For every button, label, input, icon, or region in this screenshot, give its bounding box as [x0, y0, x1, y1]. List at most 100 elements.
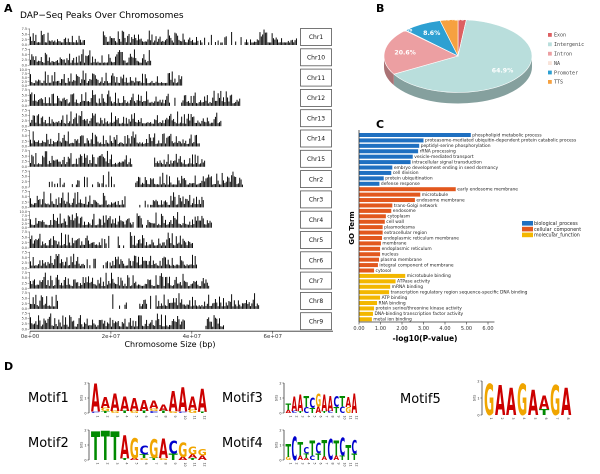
- go-bar: [359, 295, 381, 300]
- logo-position-number: 7: [324, 463, 328, 465]
- go-bar-label: proteasome-mediated ubiquitin-dependent …: [425, 138, 577, 144]
- go-bar-label: embryo development ending in seed dorman…: [394, 165, 499, 171]
- logo-letter-A: A: [178, 457, 188, 462]
- panel-d-label: D: [4, 360, 14, 373]
- go-bar-label: ATPase activity: [397, 279, 430, 285]
- logo-letter-C: C: [304, 446, 310, 457]
- logo-letter-A: A: [328, 391, 334, 416]
- motif4-label: Motif4: [222, 436, 263, 451]
- svg-text:2.5: 2.5: [22, 58, 27, 62]
- svg-text:5.0: 5.0: [22, 276, 27, 280]
- chromosome-track-Chr5: 7.5 5.02.50.0 Chr5: [22, 230, 332, 250]
- svg-text:7.5: 7.5: [22, 190, 27, 194]
- chromosome-track-Chr14: 7.55.02.5 0.0 Chr14: [22, 129, 332, 149]
- go-bar: [359, 214, 386, 219]
- logo-letter-T: T: [316, 453, 322, 464]
- pie-slice-side-Intergenic: [393, 56, 532, 104]
- logo-letter-T: T: [539, 408, 550, 417]
- svg-text:7.5: 7.5: [22, 271, 27, 275]
- go-bar: [359, 225, 383, 230]
- svg-text:5.0: 5.0: [22, 256, 27, 260]
- go-bar-label: rRNA processing: [420, 149, 456, 155]
- svg-text:2.5: 2.5: [22, 261, 27, 265]
- logo-letter-G: G: [169, 411, 178, 414]
- go-bar: [359, 306, 375, 311]
- logo-letter-T: T: [304, 393, 310, 410]
- svg-text:C: C: [91, 411, 100, 413]
- go-bar-label: intracellular signal transduction: [412, 159, 482, 165]
- logo-letter-G: G: [140, 458, 149, 461]
- facet-strip-label: Chr3: [309, 197, 323, 204]
- go-bar: [359, 273, 406, 278]
- go-bar: [359, 203, 393, 208]
- svg-text:T: T: [101, 411, 111, 414]
- svg-text:A: A: [130, 395, 139, 415]
- svg-text:G: G: [149, 408, 158, 412]
- panel-c-yaxis-title: GO Term: [348, 211, 356, 245]
- svg-text:T: T: [539, 408, 550, 417]
- logo-position-number: 8: [330, 416, 334, 418]
- facet-strip: [300, 28, 332, 46]
- logo-letter-A: A: [130, 395, 139, 415]
- logo-letter-G: G: [484, 375, 494, 426]
- svg-text:C: C: [310, 454, 316, 462]
- svg-text:G: G: [316, 391, 322, 411]
- chromosome-track-Chr10: 7.55.02.5 0.0 Chr10: [22, 48, 332, 68]
- svg-text:0.0: 0.0: [22, 185, 27, 189]
- chromosome-track-Chr4: 10.07.55.02.50.0 Chr4: [19, 210, 332, 230]
- go-legend-swatch: [522, 232, 533, 238]
- logo-position-number: 4: [306, 416, 310, 418]
- svg-text:7.5: 7.5: [22, 230, 27, 234]
- pie-slice-Intron: [383, 30, 459, 75]
- logo-position-number: 3: [115, 463, 119, 465]
- go-bar: [359, 133, 471, 137]
- logo-letter-G: G: [130, 434, 139, 466]
- go-bar-label: integral component of membrane: [379, 262, 454, 268]
- facet-strip: [300, 149, 332, 168]
- go-bar-label: cell division: [393, 170, 419, 176]
- logo-position-number: 1: [288, 416, 292, 418]
- go-term-bar-chart: phospholipid metabolic processproteasome…: [353, 130, 581, 332]
- svg-text:T: T: [310, 436, 316, 461]
- logo-letter-C: C: [328, 433, 334, 467]
- svg-text:C: C: [140, 444, 149, 458]
- svg-text:C: C: [334, 393, 340, 410]
- svg-text:0: 0: [279, 458, 281, 462]
- svg-text:T: T: [316, 453, 322, 464]
- logo-position-number: 7: [555, 418, 559, 420]
- logo-position-number: 5: [134, 463, 138, 465]
- svg-text:C: C: [292, 411, 298, 414]
- svg-text:A: A: [120, 392, 129, 415]
- go-bar-label: defense response: [381, 181, 420, 187]
- logo-letter-A: A: [140, 398, 150, 415]
- svg-text:10.0: 10.0: [19, 68, 27, 72]
- svg-text:0.0: 0.0: [22, 84, 27, 88]
- svg-text:C: C: [352, 438, 358, 459]
- logo-position-number: 1: [96, 463, 100, 465]
- logo-letter-T: T: [298, 440, 304, 461]
- logo-letter-A: A: [506, 381, 516, 424]
- svg-text:C: C: [169, 438, 178, 458]
- go-bar-label: DNA-binding transcription factor activit…: [374, 311, 463, 317]
- pie-legend-swatch: [548, 42, 552, 47]
- facet-strip-label: Chr11: [307, 75, 325, 82]
- logo-position-number: 9: [173, 416, 177, 418]
- go-bar-label: peptidyl-serine phosphorylation: [421, 143, 491, 149]
- motif3-label: Motif3: [222, 391, 263, 406]
- logo-letter-A: A: [120, 430, 129, 466]
- svg-text:5.0: 5.0: [22, 175, 27, 179]
- logo-letter-T: T: [346, 440, 352, 465]
- facet-strip-label: Chr7: [309, 278, 323, 285]
- x-tick-label: 0e+00: [21, 334, 40, 340]
- go-bar: [359, 252, 381, 257]
- motif5-label: Motif5: [400, 392, 441, 407]
- panel-a-xaxis-title: Chromosome Size (bp): [124, 340, 216, 349]
- logo-position-number: 7: [324, 416, 328, 418]
- svg-text:0.0: 0.0: [22, 43, 27, 47]
- svg-text:1: 1: [84, 443, 86, 447]
- facet-strip-label: Chr12: [307, 95, 325, 102]
- go-bar: [359, 246, 381, 251]
- chromosome-track-Chr3: 7.55.02.5 0.0 Chr3: [22, 190, 332, 210]
